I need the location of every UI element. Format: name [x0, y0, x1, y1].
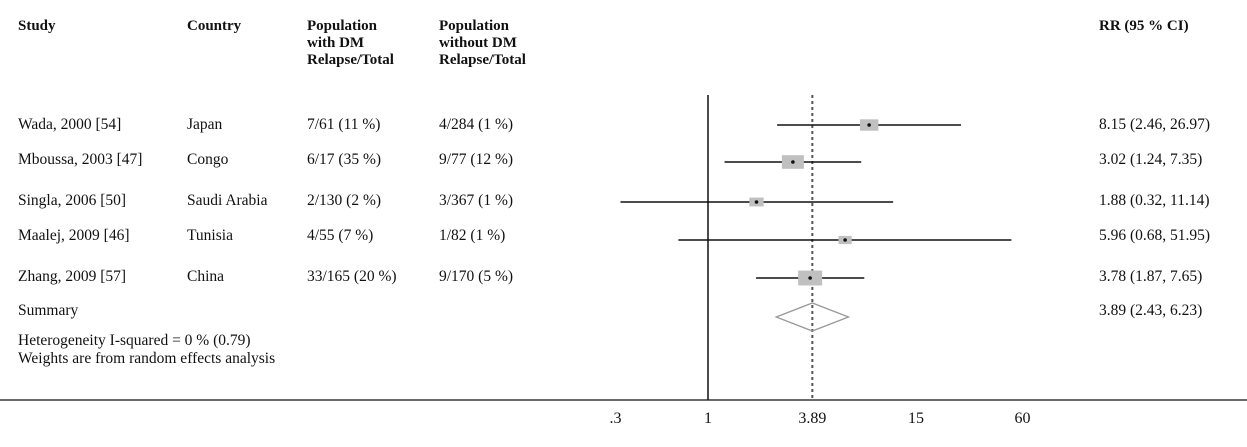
- summary-diamond: [774, 302, 851, 332]
- study-cell: Zhang, 2009 [57]: [18, 268, 127, 285]
- without-dm-cell: 3/367 (1 %): [439, 192, 514, 209]
- study-cell: Mboussa, 2003 [47]: [18, 151, 143, 168]
- x-tick-label: 3.89: [798, 410, 826, 427]
- point-estimate: [791, 160, 795, 164]
- point-estimate: [808, 276, 812, 280]
- without-dm-cell: 9/77 (12 %): [439, 151, 514, 168]
- study-cell: Singla, 2006 [50]: [18, 192, 127, 209]
- with-dm-cell: 2/130 (2 %): [307, 192, 382, 209]
- study-cell: Maalej, 2009 [46]: [18, 227, 130, 244]
- rr-cell: 3.78 (1.87, 7.65): [1099, 268, 1203, 285]
- point-estimate: [754, 200, 759, 204]
- header-without-dm: Population without DM Relapse/Total: [439, 18, 526, 68]
- country-cell: China: [187, 268, 225, 285]
- without-dm-cell: 4/284 (1 %): [439, 116, 514, 133]
- header-rr: RR (95 % CI): [1099, 18, 1189, 34]
- country-cell: Congo: [187, 151, 229, 168]
- x-tick-label: 60: [1014, 410, 1030, 427]
- header-study: Study: [18, 18, 56, 34]
- country-cell: Saudi Arabia: [187, 192, 268, 209]
- x-tick-label: 15: [908, 410, 924, 427]
- rr-cell: 1.88 (0.32, 11.14): [1099, 192, 1210, 209]
- header-country: Country: [187, 18, 242, 34]
- country-cell: Tunisia: [187, 227, 233, 244]
- with-dm-cell: 4/55 (7 %): [307, 227, 374, 244]
- with-dm-cell: 6/17 (35 %): [307, 151, 382, 168]
- header-with-dm: Population with DM Relapse/Total: [307, 18, 394, 68]
- point-estimate: [843, 238, 847, 242]
- country-cell: Japan: [187, 116, 223, 133]
- heterogeneity-note: Heterogeneity I-squared = 0 % (0.79): [18, 332, 251, 349]
- point-estimate: [867, 123, 871, 127]
- summary-label: Summary: [18, 302, 79, 319]
- without-dm-cell: 1/82 (1 %): [439, 227, 506, 244]
- rr-cell: 8.15 (2.46, 26.97): [1099, 116, 1211, 133]
- study-cell: Wada, 2000 [54]: [18, 116, 122, 133]
- x-tick-label: 1: [704, 410, 712, 427]
- rr-cell: 5.96 (0.68, 51.95): [1099, 227, 1211, 244]
- without-dm-cell: 9/170 (5 %): [439, 268, 514, 285]
- x-tick-label: .3: [610, 410, 622, 427]
- with-dm-cell: 7/61 (11 %): [307, 116, 381, 133]
- summary-rr: 3.89 (2.43, 6.23): [1099, 302, 1203, 319]
- with-dm-cell: 33/165 (20 %): [307, 268, 397, 285]
- rr-cell: 3.02 (1.24, 7.35): [1099, 151, 1203, 168]
- weights-note: Weights are from random effects analysis: [18, 350, 276, 367]
